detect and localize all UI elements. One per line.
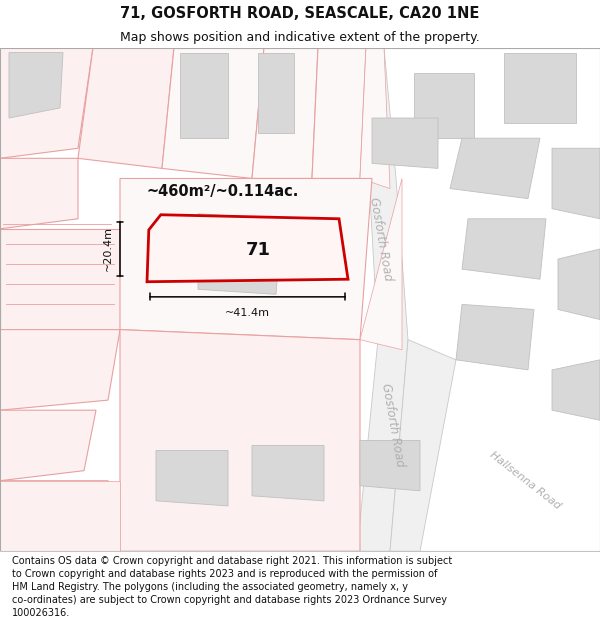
Text: 100026316.: 100026316. bbox=[12, 608, 70, 618]
Polygon shape bbox=[9, 52, 63, 118]
Polygon shape bbox=[0, 481, 132, 551]
Text: Hallsenna Road: Hallsenna Road bbox=[488, 450, 562, 511]
Polygon shape bbox=[360, 441, 420, 491]
Polygon shape bbox=[0, 481, 120, 551]
Polygon shape bbox=[0, 158, 78, 229]
Polygon shape bbox=[0, 48, 93, 158]
Text: to Crown copyright and database rights 2023 and is reproduced with the permissio: to Crown copyright and database rights 2… bbox=[12, 569, 437, 579]
Polygon shape bbox=[390, 339, 456, 551]
Text: ~20.4m: ~20.4m bbox=[103, 226, 113, 271]
Polygon shape bbox=[552, 148, 600, 219]
Polygon shape bbox=[78, 48, 174, 168]
Polygon shape bbox=[372, 118, 438, 168]
Polygon shape bbox=[558, 249, 600, 319]
Text: 71: 71 bbox=[246, 241, 271, 259]
Text: Contains OS data © Crown copyright and database right 2021. This information is : Contains OS data © Crown copyright and d… bbox=[12, 556, 452, 566]
Polygon shape bbox=[0, 329, 120, 410]
Polygon shape bbox=[120, 179, 372, 339]
Text: Gosforth Road: Gosforth Road bbox=[379, 382, 407, 468]
Polygon shape bbox=[162, 48, 264, 179]
Polygon shape bbox=[0, 229, 120, 329]
Polygon shape bbox=[120, 329, 360, 551]
Polygon shape bbox=[456, 304, 534, 370]
Text: ~41.4m: ~41.4m bbox=[225, 308, 270, 318]
Polygon shape bbox=[252, 48, 318, 179]
Polygon shape bbox=[462, 219, 546, 279]
Polygon shape bbox=[147, 215, 348, 282]
Polygon shape bbox=[360, 179, 402, 350]
Polygon shape bbox=[198, 214, 282, 294]
Text: 71, GOSFORTH ROAD, SEASCALE, CA20 1NE: 71, GOSFORTH ROAD, SEASCALE, CA20 1NE bbox=[121, 6, 479, 21]
Text: Gosforth Road: Gosforth Road bbox=[367, 196, 395, 282]
Text: Map shows position and indicative extent of the property.: Map shows position and indicative extent… bbox=[120, 31, 480, 44]
Polygon shape bbox=[180, 52, 228, 138]
Polygon shape bbox=[360, 48, 390, 189]
Text: ~460m²/~0.114ac.: ~460m²/~0.114ac. bbox=[147, 184, 299, 199]
Polygon shape bbox=[252, 446, 324, 501]
Polygon shape bbox=[552, 360, 600, 420]
Polygon shape bbox=[414, 72, 474, 138]
Polygon shape bbox=[355, 48, 408, 551]
Text: HM Land Registry. The polygons (including the associated geometry, namely x, y: HM Land Registry. The polygons (includin… bbox=[12, 582, 408, 592]
Polygon shape bbox=[312, 48, 366, 179]
Polygon shape bbox=[504, 52, 576, 123]
Polygon shape bbox=[258, 52, 294, 133]
Polygon shape bbox=[0, 410, 96, 481]
Text: co-ordinates) are subject to Crown copyright and database rights 2023 Ordnance S: co-ordinates) are subject to Crown copyr… bbox=[12, 595, 447, 605]
Polygon shape bbox=[156, 451, 228, 506]
Polygon shape bbox=[450, 138, 540, 199]
